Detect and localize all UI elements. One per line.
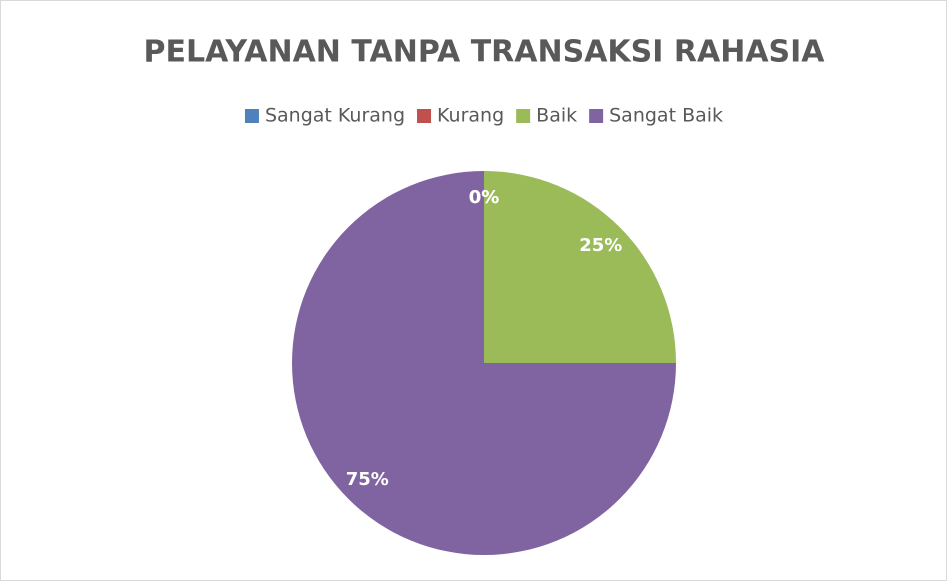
legend-label: Baik	[536, 105, 577, 127]
legend-label: Sangat Kurang	[265, 105, 405, 127]
data-label: 75%	[346, 469, 389, 490]
data-label: 0%	[469, 187, 500, 208]
data-label: 0%	[469, 187, 500, 208]
legend-swatch	[589, 109, 604, 123]
legend-swatch	[516, 109, 531, 123]
chart-title: PELAYANAN TANPA TRANSAKSI RAHASIA	[143, 35, 825, 70]
pie-slice	[292, 171, 676, 555]
data-label: 25%	[579, 235, 622, 256]
legend-swatch	[244, 109, 259, 123]
legend-label: Sangat Baik	[609, 105, 723, 127]
legend-label: Kurang	[437, 105, 504, 127]
legend-swatch	[417, 109, 432, 123]
pie-slice	[484, 171, 676, 363]
